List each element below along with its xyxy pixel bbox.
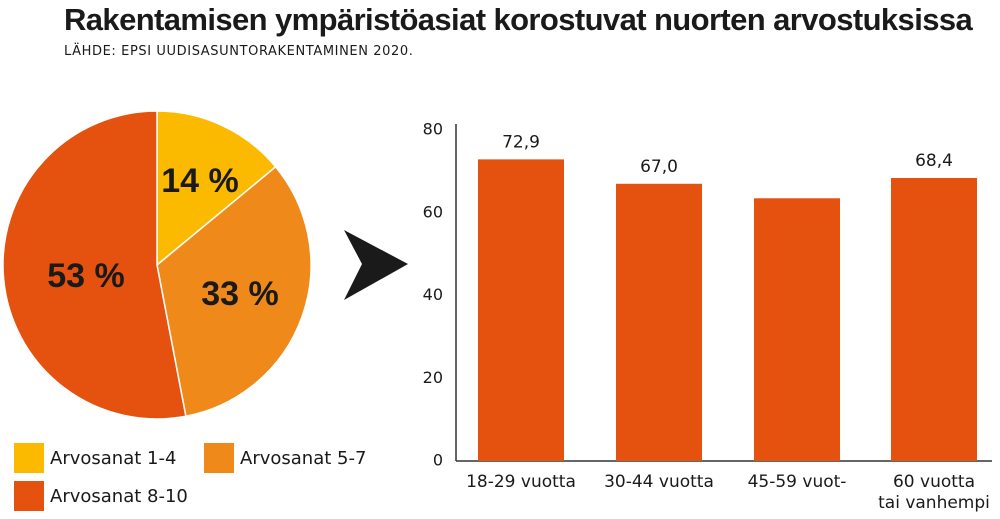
pie-slice-3 (2, 110, 187, 420)
bar-data-label-4: 68,4 (915, 151, 953, 171)
pie-chart: 14 % 33 % 53 % (2, 110, 312, 420)
x-tick-label-4-line2: tai vanhempi (878, 493, 990, 513)
pie-slice-label-1: 14 % (161, 162, 239, 200)
y-tick-label: 40 (423, 285, 443, 304)
legend-label: Arvosanat 8-10 (50, 485, 188, 507)
y-tick-label: 20 (423, 368, 443, 387)
chart-title: Rakentamisen ympäristöasiat korostuvat n… (64, 2, 973, 37)
legend-item-grades-8-10: Arvosanat 8-10 (14, 481, 188, 511)
x-tick-label-1: 18-29 vuotta (466, 472, 576, 492)
pie-slice-label-3: 53 % (47, 257, 125, 295)
bar-4 (891, 177, 977, 461)
bar-1 (478, 159, 564, 461)
pie-slice-2 (156, 165, 312, 418)
pie-slice-1 (156, 110, 277, 267)
y-tick-label: 0 (433, 451, 443, 470)
bar-chart: 0 20 40 60 80 72,9 18-29 vuotta 67,0 30-44 vuott… (423, 120, 992, 513)
pie-slice-label-2: 33 % (201, 275, 279, 313)
legend-label: Arvosanat 5-7 (240, 447, 367, 469)
arrow-right-icon (344, 230, 408, 300)
y-tick-label: 60 (423, 202, 443, 221)
bar-2 (616, 183, 702, 461)
chart-source: LÄHDE: EPSI UUDISASUNTORAKENTAMINEN 2020… (64, 44, 414, 59)
bar-3 (754, 198, 840, 462)
legend-swatch-yellow (14, 443, 44, 473)
legend-label: Arvosanat 1-4 (50, 447, 177, 469)
bar-data-label-2: 67,0 (640, 157, 678, 177)
legend-swatch-light-orange (204, 443, 234, 473)
legend-item-grades-1-4: Arvosanat 1-4 (14, 443, 176, 473)
x-tick-label-2: 30-44 vuotta (604, 472, 714, 492)
x-tick-label-3: 45-59 vuot- (748, 472, 847, 492)
x-tick-label-4: 60 vuotta (893, 472, 975, 492)
y-tick-label: 80 (423, 120, 443, 139)
bar-data-label-1: 72,9 (502, 132, 540, 152)
legend-swatch-dark-orange (14, 481, 44, 511)
legend-item-grades-5-7: Arvosanat 5-7 (204, 443, 366, 473)
